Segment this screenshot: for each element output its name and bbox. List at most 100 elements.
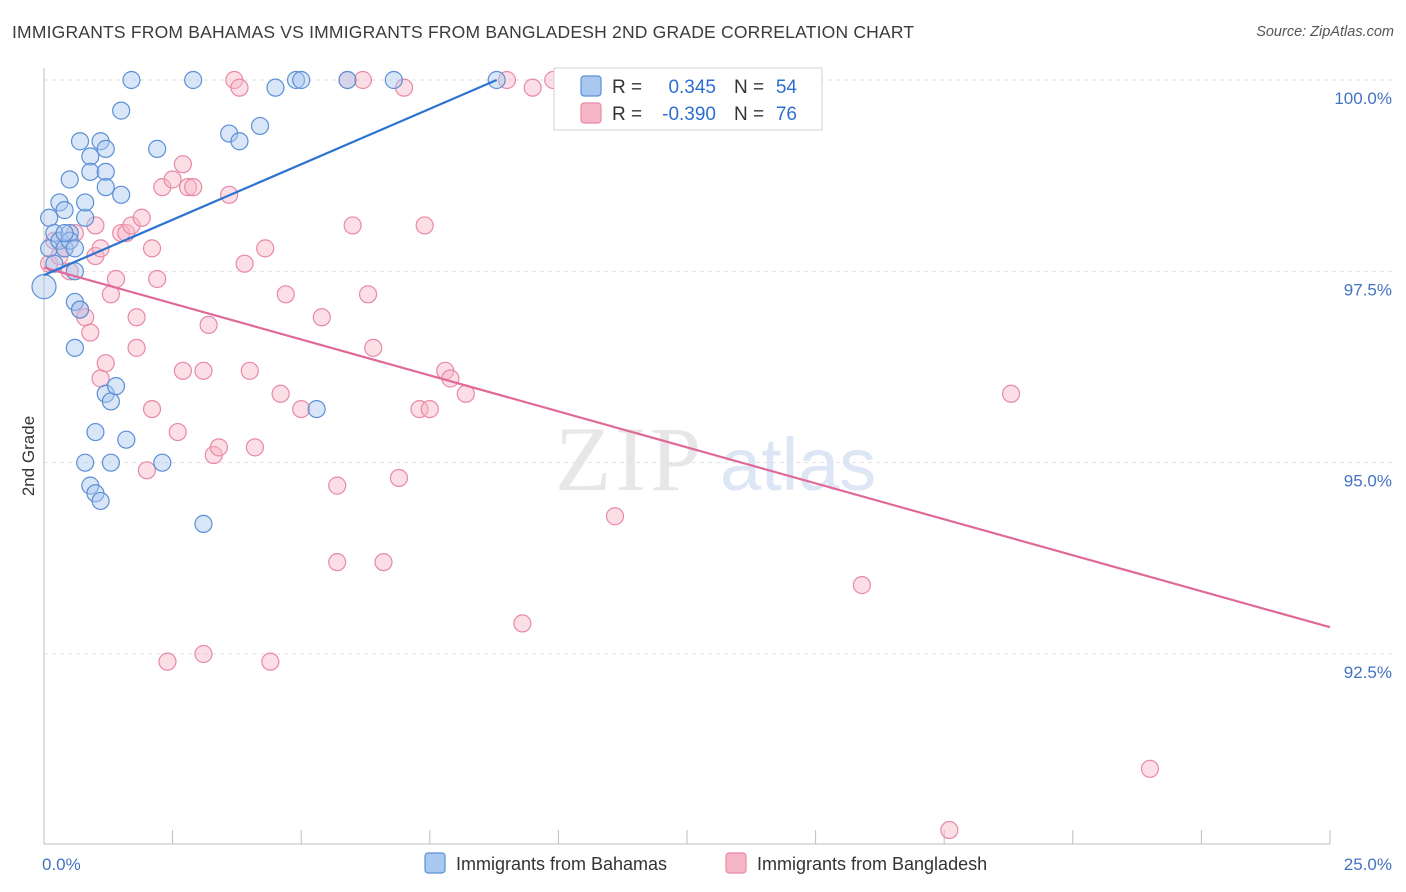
bangladesh-point-30 [173,155,192,174]
bahamas-point-41 [230,132,249,151]
bahamas-point-12 [65,239,84,258]
bahamas-point-21 [81,162,100,181]
bahamas-point-47 [338,70,357,90]
bahamas-point-31 [101,453,120,472]
bahamas-point-52 [76,453,95,472]
trend-lines [43,78,1331,629]
legend-swatch-bangladesh [580,102,602,124]
bangladesh-point-29 [173,361,192,380]
series-legend: Immigrants from Bahamas Immigrants from … [424,852,987,874]
bangladesh-point-56 [364,338,383,357]
bangladesh-point-60 [410,399,429,419]
bahamas-point-53 [96,178,115,197]
bahamas-point-50 [106,377,126,396]
bahamas-point-40 [220,124,239,143]
bangladesh-point-31 [178,178,198,197]
bottom-legend-swatch-bahamas [424,852,446,874]
bangladesh-point-10 [91,369,110,388]
y-tick-label-2: 95.0% [1344,472,1392,491]
bahamas-point-15 [65,338,84,357]
bahamas-point-46 [307,399,326,419]
bahamas-point-11 [60,170,79,189]
bahamas-point-30 [101,392,120,411]
bangladesh-point-17 [122,216,141,235]
bahamas-point-37 [153,453,172,472]
bangladesh-point-74 [1140,759,1160,778]
bottom-legend-label-bahamas: Immigrants from Bahamas [456,854,667,874]
legend-r-label-2: R = [612,104,642,125]
bahamas-point-2 [40,208,59,227]
bangladesh-point-62 [420,399,439,419]
bangladesh-point-70 [605,507,625,526]
trend-line-bangladesh [43,266,1331,629]
bangladesh-point-18 [127,338,146,357]
bangladesh-point-68 [523,78,542,97]
y-axis-label: 2nd Grade [19,416,38,496]
bahamas-point-43 [266,78,285,97]
x-ticks [43,830,1331,844]
legend-r-label-1: R = [612,77,642,98]
bangladesh-point-53 [343,216,362,235]
bangladesh-point-32 [184,178,203,197]
y-tick-labels: 100.0% 97.5% 95.0% 92.5% [1334,89,1392,682]
bangladesh-point-21 [137,461,156,480]
bangladesh-point-75 [86,216,105,235]
bangladesh-point-25 [153,178,172,197]
bahamas-point-17 [70,300,90,319]
bahamas-point-19 [76,193,95,212]
bangladesh-point-34 [194,361,213,380]
bahamas-point-36 [148,139,167,158]
bangladesh-point-54 [353,70,373,90]
bahamas-point-35 [122,70,141,90]
bangladesh-point-19 [127,308,146,327]
bahamas-point-16 [70,132,90,151]
bangladesh-point-20 [132,208,151,227]
bottom-legend-swatch-bangladesh [725,852,747,874]
x-tick-label-min: 0.0% [42,855,81,874]
bangladesh-point-47 [276,285,295,304]
bangladesh-point-71 [852,576,871,595]
bahamas-point-33 [112,101,131,120]
legend-swatch-bahamas [580,75,602,97]
watermark-zip: ZIP [555,408,705,510]
series-bangladesh-points [40,70,1160,840]
bahamas-point-34 [117,430,136,449]
legend-r-value-1: 0.345 [668,77,716,98]
legend-n-value-2: 76 [776,104,797,125]
bahamas-point-48 [384,70,403,90]
legend-n-label-2: N = [734,104,764,125]
bahamas-point-28 [96,139,115,158]
bangladesh-point-35 [199,315,218,335]
legend-n-label-1: N = [734,77,764,98]
bangladesh-point-45 [261,652,280,671]
bahamas-point-39 [194,514,213,533]
bahamas-point-32 [112,185,131,204]
bangladesh-point-66 [497,70,517,90]
bangladesh-point-8 [81,323,100,342]
bangladesh-point-49 [312,308,331,327]
bangladesh-point-48 [292,399,311,419]
bottom-legend-label-bangladesh: Immigrants from Bangladesh [757,854,987,874]
bahamas-point-7 [55,201,74,220]
bangladesh-point-55 [358,285,378,304]
y-tick-label-1: 97.5% [1344,280,1392,299]
bangladesh-point-26 [158,652,177,671]
bahamas-point-0 [31,274,57,300]
bangladesh-point-37 [209,438,228,457]
bahamas-point-51 [55,223,74,243]
bahamas-point-27 [96,162,115,181]
bangladesh-point-41 [235,254,254,273]
bangladesh-point-46 [271,384,290,403]
y-tick-label-0: 100.0% [1334,89,1392,108]
source-credit: Source: ZipAtlas.com [1256,24,1394,40]
bangladesh-point-50 [328,476,347,495]
chart-title: IMMIGRANTS FROM BAHAMAS VS IMMIGRANTS FR… [12,22,915,42]
x-tick-label-max: 25.0% [1344,855,1392,874]
bangladesh-point-23 [142,239,162,258]
bangladesh-point-22 [142,399,162,419]
bangladesh-point-61 [415,216,434,235]
bahamas-point-45 [292,70,311,90]
series-bahamas-points [31,70,506,533]
bangladesh-point-58 [389,468,409,488]
bangladesh-point-43 [245,438,265,457]
